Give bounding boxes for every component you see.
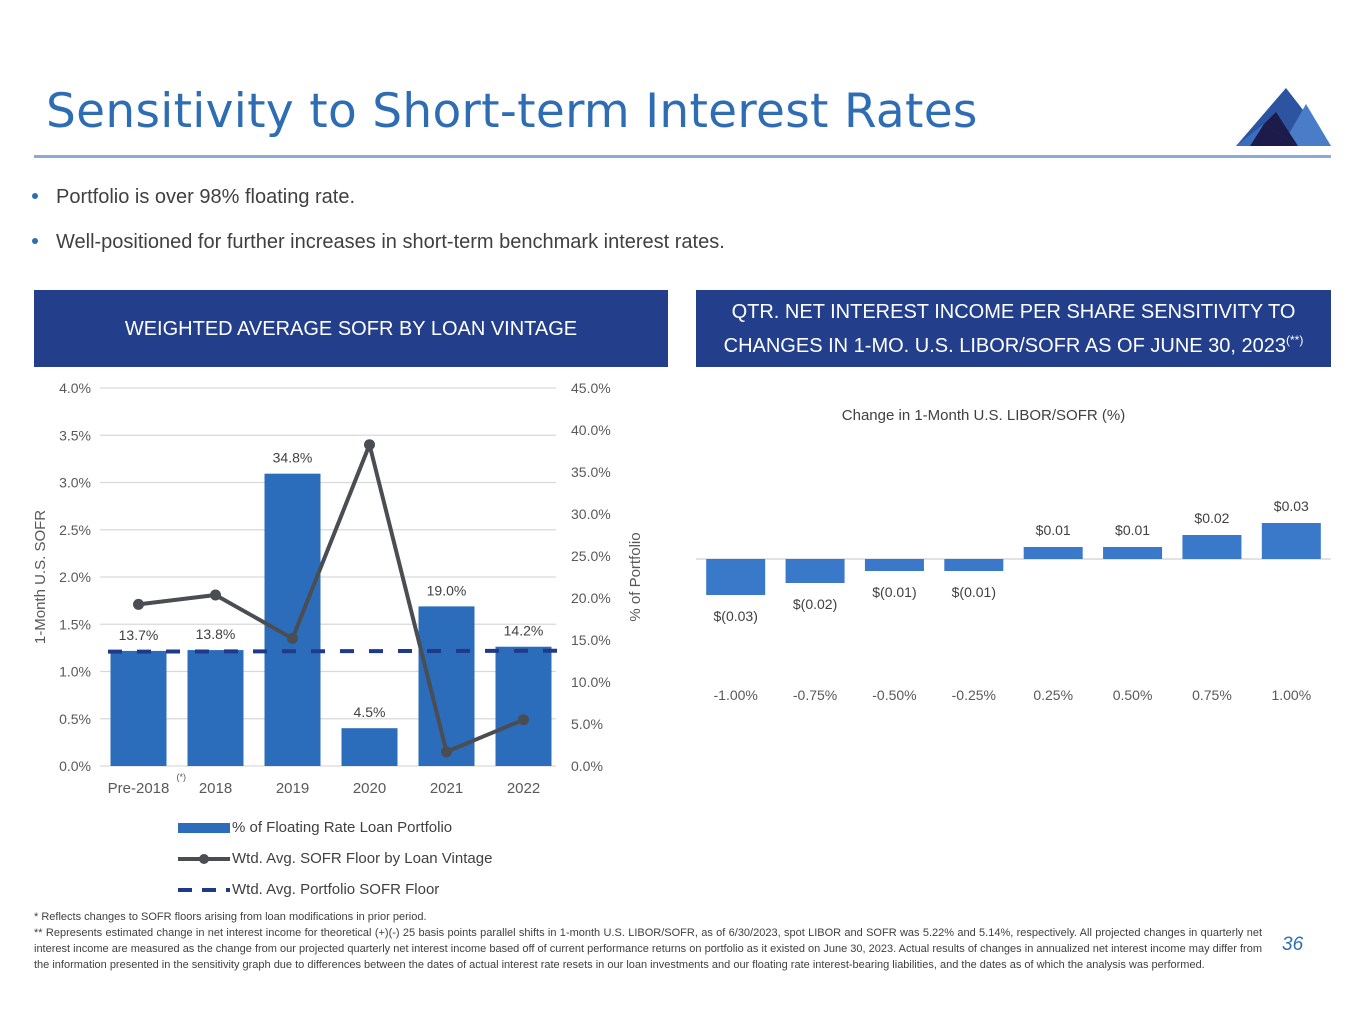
y-tick-right: 0.0% bbox=[571, 758, 603, 774]
nii-sensitivity-chart: Change in 1-Month U.S. LIBOR/SOFR (%) $(0… bbox=[696, 407, 1331, 703]
y-tick-right: 35.0% bbox=[571, 464, 611, 480]
line-point bbox=[441, 746, 452, 758]
y-tick-right: 15.0% bbox=[571, 632, 611, 648]
x-tick-label: -1.00% bbox=[714, 687, 758, 703]
bar-nii-change bbox=[944, 559, 1004, 571]
bar-data-label: $0.03 bbox=[1274, 498, 1309, 514]
bullet-item: Portfolio is over 98% floating rate. bbox=[30, 183, 725, 228]
legend-dashed-swatch bbox=[178, 887, 230, 892]
y-tick-left: 2.5% bbox=[59, 522, 91, 538]
y-axis-title-right: % of Portfolio bbox=[627, 532, 644, 621]
bullet-list: Portfolio is over 98% floating rate. Wel… bbox=[30, 183, 725, 273]
y-tick-left: 2.0% bbox=[59, 569, 91, 585]
x-tick-label: 0.75% bbox=[1192, 687, 1232, 703]
line-point bbox=[133, 598, 144, 610]
line-point bbox=[287, 632, 298, 644]
bar-nii-change bbox=[1023, 547, 1083, 559]
x-tick-label: 1.00% bbox=[1271, 687, 1311, 703]
bar-nii-change bbox=[785, 559, 845, 583]
bar-floating-rate bbox=[418, 606, 475, 766]
y-tick-right: 10.0% bbox=[571, 674, 611, 690]
bar-data-label: 34.8% bbox=[273, 450, 313, 466]
legend-line-swatch bbox=[178, 853, 230, 864]
bar-nii-change bbox=[706, 559, 766, 595]
bar-floating-rate bbox=[341, 728, 398, 766]
bar-data-label: $(0.01) bbox=[952, 584, 996, 600]
x-tick-label: -0.50% bbox=[872, 687, 916, 703]
chart-title: Change in 1-Month U.S. LIBOR/SOFR (%) bbox=[842, 407, 1125, 424]
y-tick-right: 45.0% bbox=[571, 380, 611, 396]
y-tick-left: 3.0% bbox=[59, 475, 91, 491]
bar-floating-rate bbox=[110, 650, 167, 766]
legend-bar-swatch bbox=[178, 822, 230, 833]
y-tick-right: 5.0% bbox=[571, 716, 603, 732]
bar-floating-rate bbox=[264, 473, 321, 766]
x-tick-superscript: (*) bbox=[177, 772, 187, 782]
footnote-1: * Reflects changes to SOFR floors arisin… bbox=[34, 911, 427, 923]
page-number: 36 bbox=[1282, 934, 1304, 955]
bar-nii-change bbox=[1182, 535, 1242, 559]
mountain-logo-icon bbox=[1236, 88, 1331, 146]
bar-data-label: $0.01 bbox=[1036, 522, 1071, 538]
x-tick-label: -0.25% bbox=[952, 687, 996, 703]
right-panel-header: QTR. NET INTEREST INCOME PER SHARE SENSI… bbox=[696, 290, 1331, 367]
x-tick-label: 2020 bbox=[353, 780, 386, 797]
x-tick-label: 2021 bbox=[430, 780, 463, 797]
legend-item-dashed: Wtd. Avg. Portfolio SOFR Floor bbox=[178, 874, 492, 905]
x-tick-label: 2022 bbox=[507, 780, 540, 797]
y-tick-left: 1.0% bbox=[59, 664, 91, 680]
bar-data-label: 14.2% bbox=[504, 623, 544, 639]
line-sofr-floor-by-vintage bbox=[138, 442, 525, 754]
bullet-item: Well-positioned for further increases in… bbox=[30, 228, 725, 273]
y-tick-right: 25.0% bbox=[571, 548, 611, 564]
footnotes: * Reflects changes to SOFR floors arisin… bbox=[34, 909, 1262, 973]
title-divider bbox=[34, 155, 1331, 158]
x-tick-label: 2019 bbox=[276, 780, 309, 797]
bullet-dot-icon bbox=[32, 193, 38, 199]
footnote-2: ** Represents estimated change in net in… bbox=[34, 927, 1262, 971]
page-title: Sensitivity to Short-term Interest Rates bbox=[46, 84, 978, 139]
bar-data-label: 4.5% bbox=[354, 704, 386, 720]
bar-data-label: 13.8% bbox=[196, 626, 236, 642]
chart-legend: % of Floating Rate Loan Portfolio Wtd. A… bbox=[178, 812, 492, 905]
left-panel-header: WEIGHTED AVERAGE SOFR BY LOAN VINTAGE bbox=[34, 290, 668, 367]
y-tick-left: 4.0% bbox=[59, 380, 91, 396]
bar-data-label: 19.0% bbox=[427, 582, 467, 598]
line-point bbox=[364, 439, 375, 451]
bar-data-label: $(0.01) bbox=[872, 584, 916, 600]
y-tick-left: 3.5% bbox=[59, 427, 91, 443]
y-tick-right: 30.0% bbox=[571, 506, 611, 522]
dashed-line-portfolio-floor bbox=[107, 648, 569, 654]
x-tick-label: Pre-2018 bbox=[108, 780, 170, 797]
bar-data-label: $0.01 bbox=[1115, 522, 1150, 538]
bar-data-label: 13.7% bbox=[119, 627, 159, 643]
sofr-vintage-chart: 0.0% 0.5% 1.0% 1.5% 2.0% 2.5% 3.0% 3.5% 4.0% 0.0%… bbox=[32, 380, 644, 797]
line-point bbox=[210, 589, 221, 601]
y-tick-left: 0.5% bbox=[59, 711, 91, 727]
x-tick-label: 0.50% bbox=[1113, 687, 1153, 703]
y-axis-title-left: 1-Month U.S. SOFR bbox=[32, 510, 49, 644]
legend-item-bar: % of Floating Rate Loan Portfolio bbox=[178, 812, 492, 843]
bar-nii-change bbox=[1103, 547, 1163, 559]
y-tick-left: 0.0% bbox=[59, 758, 91, 774]
y-tick-right: 20.0% bbox=[571, 590, 611, 606]
bar-data-label: $(0.02) bbox=[793, 596, 837, 612]
bar-floating-rate bbox=[187, 650, 244, 766]
bar-nii-change bbox=[1261, 523, 1321, 559]
bar-data-label: $0.02 bbox=[1194, 510, 1229, 526]
bar-floating-rate bbox=[495, 646, 552, 766]
y-tick-left: 1.5% bbox=[59, 616, 91, 632]
bar-nii-change bbox=[864, 559, 924, 571]
x-tick-label: 0.25% bbox=[1033, 687, 1073, 703]
bullet-dot-icon bbox=[32, 238, 38, 244]
line-point bbox=[518, 714, 529, 726]
x-tick-label: 2018 bbox=[199, 780, 232, 797]
bar-data-label: $(0.03) bbox=[714, 608, 758, 624]
y-tick-right: 40.0% bbox=[571, 422, 611, 438]
x-tick-label: -0.75% bbox=[793, 687, 837, 703]
legend-item-line: Wtd. Avg. SOFR Floor by Loan Vintage bbox=[178, 843, 492, 874]
